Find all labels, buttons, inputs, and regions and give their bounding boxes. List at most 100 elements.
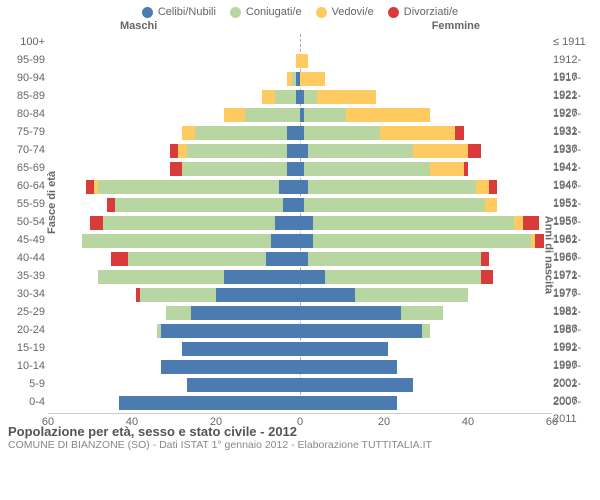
bar-segment — [304, 108, 346, 122]
legend-item: Coniugati/e — [230, 6, 302, 18]
bar-segment — [111, 252, 128, 266]
bar-segment — [401, 306, 443, 320]
male-side — [48, 160, 300, 177]
female-side — [300, 268, 552, 285]
x-tick: 40 — [126, 416, 138, 428]
age-label: 45-49 — [3, 232, 45, 249]
female-side — [300, 70, 552, 87]
bar-segment — [300, 54, 308, 68]
age-label: 25-29 — [3, 304, 45, 321]
bar-segment — [308, 144, 413, 158]
bar-segment — [182, 126, 195, 140]
bar-segment — [304, 198, 485, 212]
bar-segment — [262, 90, 275, 104]
female-side — [300, 88, 552, 105]
bar-segment — [170, 162, 183, 176]
bar-segment — [98, 180, 279, 194]
male-side — [48, 250, 300, 267]
bar-segment — [107, 198, 115, 212]
bar-segment — [430, 162, 464, 176]
bar-segment — [115, 198, 283, 212]
female-side — [300, 160, 552, 177]
bar-segment — [245, 108, 300, 122]
female-side — [300, 232, 552, 249]
pyramid-row: 75-791932-1936 — [48, 124, 552, 141]
age-label: 35-39 — [3, 268, 45, 285]
x-tick: 40 — [462, 416, 474, 428]
bar-segment — [300, 270, 325, 284]
bar-segment — [266, 252, 300, 266]
female-side — [300, 124, 552, 141]
bar-segment — [170, 144, 178, 158]
female-side — [300, 322, 552, 339]
legend: Celibi/NubiliConiugati/eVedovi/eDivorzia… — [0, 0, 600, 20]
bar-segment — [380, 126, 456, 140]
legend-label: Divorziati/e — [404, 6, 458, 18]
bar-segment — [535, 234, 543, 248]
swatch — [388, 7, 399, 18]
pyramid-row: 95-991912-1916 — [48, 52, 552, 69]
male-side — [48, 106, 300, 123]
age-label: 55-59 — [3, 196, 45, 213]
bar-segment — [300, 324, 422, 338]
bar-segment — [481, 270, 494, 284]
male-side — [48, 34, 300, 51]
age-label: 15-19 — [3, 340, 45, 357]
bar-segment — [191, 306, 300, 320]
bar-segment — [187, 378, 300, 392]
bar-segment — [128, 252, 267, 266]
x-tick: 60 — [546, 416, 558, 428]
female-side — [300, 358, 552, 375]
bar-segment — [283, 198, 300, 212]
bar-segment — [476, 180, 489, 194]
pyramid-row: 25-291982-1986 — [48, 304, 552, 321]
pyramid-row: 60-641947-1951 — [48, 178, 552, 195]
gender-labels: Maschi Femmine — [0, 20, 600, 32]
age-label: 90-94 — [3, 70, 45, 87]
bar-segment — [224, 108, 245, 122]
pyramid-row: 15-191992-1996 — [48, 340, 552, 357]
female-side — [300, 304, 552, 321]
bar-segment — [413, 144, 468, 158]
pyramid-row: 20-241987-1991 — [48, 322, 552, 339]
bar-segment — [182, 342, 300, 356]
female-side — [300, 286, 552, 303]
female-side — [300, 52, 552, 69]
label-male: Maschi — [120, 20, 157, 32]
age-label: 0-4 — [3, 394, 45, 411]
bar-segment — [300, 252, 308, 266]
legend-item: Celibi/Nubili — [142, 6, 216, 18]
pyramid-row: 85-891922-1926 — [48, 88, 552, 105]
bar-segment — [485, 198, 498, 212]
swatch — [316, 7, 327, 18]
bar-segment — [119, 396, 300, 410]
male-side — [48, 358, 300, 375]
pyramid-row: 30-341977-1981 — [48, 286, 552, 303]
age-label: 5-9 — [3, 376, 45, 393]
male-side — [48, 88, 300, 105]
male-side — [48, 52, 300, 69]
age-label: 50-54 — [3, 214, 45, 231]
bar-segment — [187, 144, 288, 158]
male-side — [48, 394, 300, 411]
pyramid-row: 40-441967-1971 — [48, 250, 552, 267]
rows-container: 100+≤ 191195-991912-191690-941917-192185… — [48, 34, 552, 411]
bar-segment — [325, 270, 480, 284]
bar-segment — [300, 342, 388, 356]
bar-segment — [279, 180, 300, 194]
bar-segment — [308, 180, 476, 194]
bar-segment — [300, 360, 397, 374]
bar-segment — [300, 378, 413, 392]
age-label: 85-89 — [3, 88, 45, 105]
population-pyramid: Fasce di età Anni di nascita 100+≤ 19119… — [48, 34, 552, 422]
male-side — [48, 268, 300, 285]
pyramid-row: 55-591952-1956 — [48, 196, 552, 213]
male-side — [48, 340, 300, 357]
bar-segment — [304, 126, 380, 140]
male-side — [48, 322, 300, 339]
footer-sub: COMUNE DI BIANZONE (SO) - Dati ISTAT 1° … — [8, 439, 592, 451]
bar-segment — [422, 324, 430, 338]
age-label: 100+ — [3, 34, 45, 51]
bar-segment — [308, 252, 480, 266]
female-side — [300, 340, 552, 357]
